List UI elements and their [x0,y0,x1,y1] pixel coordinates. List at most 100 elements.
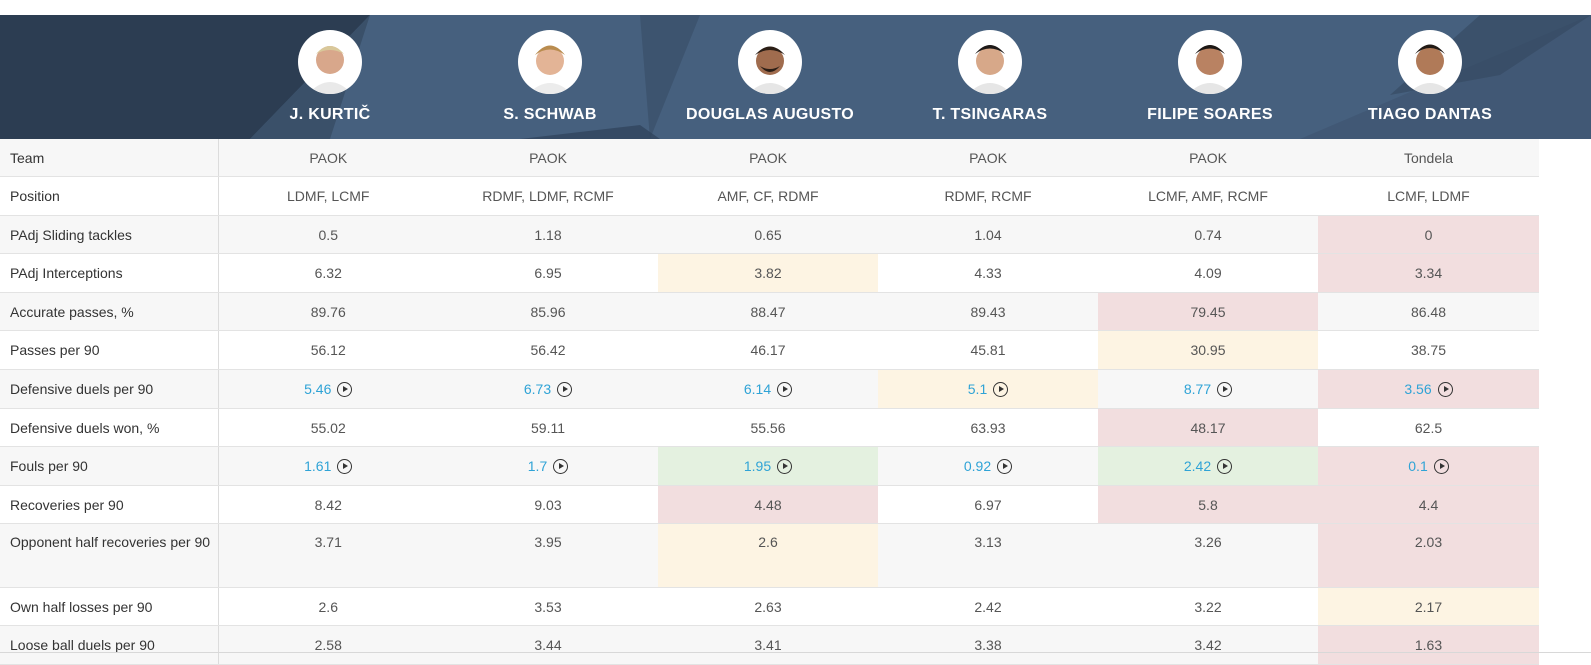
play-video-icon[interactable] [997,459,1013,474]
stat-cell: 5.8 [1098,485,1318,524]
player-photo [1178,30,1242,94]
player-card[interactable]: DOUGLAS AUGUSTO [660,30,880,124]
player-photo [738,30,802,94]
stat-cell: LCMF, AMF, RCMF [1098,176,1318,216]
player-card[interactable]: FILIPE SOARES [1100,30,1320,124]
stat-cell: 9.03 [438,485,658,524]
stat-cell: 4.33 [878,253,1098,293]
stat-link[interactable]: 3.56 [1404,381,1432,397]
play-video-icon[interactable] [1217,459,1233,474]
stat-link[interactable]: 5.46 [304,381,332,397]
stat-cell: 3.42 [1098,625,1318,665]
stat-link[interactable]: 0.92 [963,458,992,474]
play-video-icon[interactable] [1217,382,1233,397]
stat-cell: 2.63 [658,587,878,626]
stat-cell[interactable]: 5.46 [218,369,438,409]
stat-cell: 2.6 [658,523,878,588]
stat-link[interactable]: 1.95 [743,458,772,474]
table-row: PAdj Sliding tackles 0.5 1.18 0.65 1.04 0.74 0 [0,215,1539,254]
top-gap [0,0,1591,15]
play-video-icon[interactable] [1437,382,1453,397]
stat-cell: 55.56 [658,408,878,447]
stat-cell: PAOK [438,139,658,177]
player-card[interactable]: T. TSINGARAS [880,30,1100,124]
stat-cell: 8.42 [218,485,438,524]
stat-cell[interactable]: 1.61 [218,446,438,486]
table-row: Team PAOK PAOK PAOK PAOK PAOK Tondela [0,139,1539,177]
row-label: Defensive duels won, % [0,408,219,447]
stat-cell: 89.43 [878,292,1098,331]
stat-link[interactable]: 6.14 [743,381,772,397]
player-card[interactable]: S. SCHWAB [440,30,660,124]
player-card[interactable]: J. KURTIČ [220,30,440,124]
player-card[interactable]: TIAGO DANTAS [1320,30,1540,124]
stat-link[interactable]: 2.42 [1183,458,1212,474]
row-label: PAdj Interceptions [0,253,219,293]
stat-link[interactable]: 0.1 [1408,458,1428,474]
player-name: S. SCHWAB [503,106,597,123]
stat-cell: 2.58 [218,625,438,665]
play-video-icon[interactable] [993,382,1009,397]
row-label: Own half losses per 90 [0,587,219,626]
stat-cell: 59.11 [438,408,658,447]
play-video-icon[interactable] [557,382,573,397]
stat-cell: PAOK [878,139,1098,177]
play-video-icon[interactable] [337,382,353,397]
stat-cell: 2.03 [1318,523,1539,588]
stat-link[interactable]: 5.1 [967,381,988,397]
row-label: PAdj Sliding tackles [0,215,219,254]
stat-link[interactable]: 1.61 [304,458,332,474]
player-photo [958,30,1022,94]
stat-cell[interactable]: 0.92 [878,446,1098,486]
stat-cell: RDMF, LDMF, RCMF [438,176,658,216]
stat-cell: 2.6 [218,587,438,626]
stat-cell: 0.5 [218,215,438,254]
row-label: Loose ball duels per 90 [0,625,219,665]
player-name: J. KURTIČ [289,106,371,123]
stat-cell[interactable]: 0.1 [1318,446,1539,486]
play-video-icon[interactable] [553,459,569,474]
stat-link[interactable]: 1.7 [527,458,548,474]
stat-cell[interactable]: 1.95 [658,446,878,486]
table-row: Passes per 90 56.12 56.42 46.17 45.81 30.95 38… [0,330,1539,370]
stat-cell: 3.13 [878,523,1098,588]
stat-cell: 45.81 [878,330,1098,370]
stat-link[interactable]: 8.77 [1183,381,1212,397]
table-row: Recoveries per 90 8.42 9.03 4.48 6.97 5.8 4.4 [0,485,1539,524]
stat-cell: 1.18 [438,215,658,254]
stat-cell: 3.38 [878,625,1098,665]
row-label: Passes per 90 [0,330,219,370]
stat-cell: 63.93 [878,408,1098,447]
stat-cell[interactable]: 5.1 [878,369,1098,409]
stat-cell: 6.32 [218,253,438,293]
player-photo [298,30,362,94]
stat-cell[interactable]: 6.14 [658,369,878,409]
stat-cell: PAOK [658,139,878,177]
stat-cell[interactable]: 6.73 [438,369,658,409]
stat-cell[interactable]: 2.42 [1098,446,1318,486]
comparison-header: J. KURTIČ S. SCHWAB DOUGLAS AUGUSTO T. T… [0,15,1591,139]
stat-cell[interactable]: 8.77 [1098,369,1318,409]
stat-cell: 30.95 [1098,330,1318,370]
play-video-icon[interactable] [1433,459,1449,474]
stat-cell: 2.17 [1318,587,1539,626]
stat-cell[interactable]: 3.56 [1318,369,1539,409]
stat-cell[interactable]: 1.7 [438,446,658,486]
play-video-icon[interactable] [777,382,793,397]
play-video-icon[interactable] [337,459,353,474]
stat-cell: 6.97 [878,485,1098,524]
play-video-icon[interactable] [777,459,793,474]
stat-link[interactable]: 6.73 [523,381,552,397]
table-row: Defensive duels per 90 5.46 6.73 6.14 5.1 8.7… [0,369,1539,409]
stat-cell: 79.45 [1098,292,1318,331]
stat-cell: 4.4 [1318,485,1539,524]
stat-cell: 3.41 [658,625,878,665]
stat-cell: PAOK [218,139,438,177]
stat-cell: 3.53 [438,587,658,626]
stat-cell: 4.48 [658,485,878,524]
stat-cell: 3.26 [1098,523,1318,588]
stat-cell: 89.76 [218,292,438,331]
row-label: Recoveries per 90 [0,485,219,524]
stat-cell: 3.22 [1098,587,1318,626]
stat-cell: 6.95 [438,253,658,293]
